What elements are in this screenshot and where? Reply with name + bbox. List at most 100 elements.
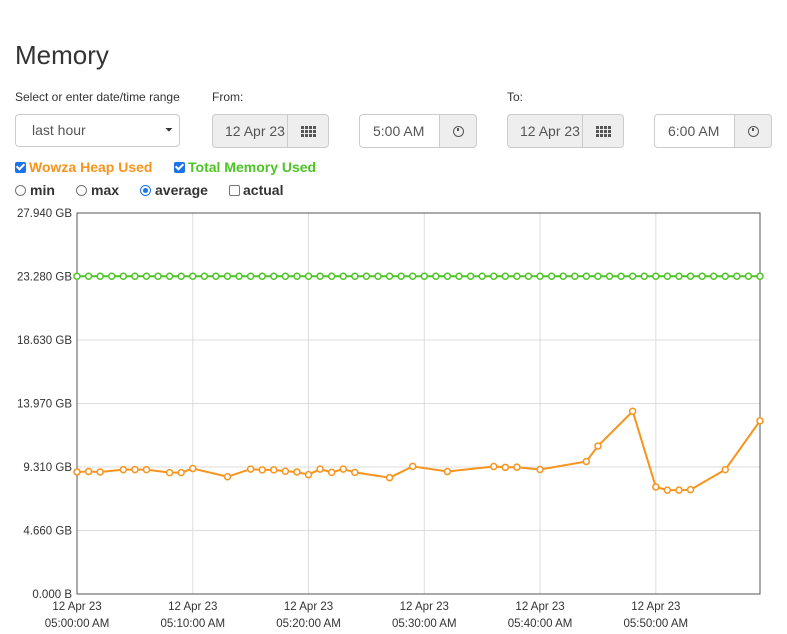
toggle-wowza-heap[interactable]: Wowza Heap Used	[15, 159, 152, 175]
point-total-memory-used	[362, 272, 371, 281]
point-wowza-heap-used	[489, 462, 498, 471]
point-wowza-heap-used	[189, 464, 197, 473]
point-total-memory-used	[351, 272, 359, 281]
y-tick-label: 27.940 GB	[17, 208, 72, 220]
point-wowza-heap-used	[142, 465, 151, 474]
point-total-memory-used	[478, 272, 486, 281]
point-wowza-heap-used	[628, 407, 637, 416]
point-total-memory-used	[131, 272, 139, 281]
point-total-memory-used	[304, 272, 313, 281]
point-wowza-heap-used	[246, 465, 255, 473]
x-tick-time: 05:30:00 AM	[392, 618, 457, 630]
to-calendar-button[interactable]	[582, 114, 624, 148]
point-total-memory-used	[420, 272, 429, 281]
point-wowza-heap-used	[513, 463, 521, 471]
point-total-memory-used	[281, 272, 290, 281]
range-select[interactable]: last hour ⏷	[15, 114, 180, 147]
mode-max[interactable]: max	[76, 182, 119, 198]
point-total-memory-used	[385, 272, 394, 281]
point-total-memory-used	[246, 272, 255, 281]
point-total-memory-used	[571, 272, 579, 281]
point-total-memory-used	[652, 272, 660, 281]
to-time-input[interactable]: 6:00 AM	[654, 114, 735, 148]
point-wowza-heap-used	[131, 465, 139, 474]
mode-average[interactable]: average	[140, 182, 208, 198]
point-total-memory-used	[73, 272, 81, 281]
total-memory-checkbox[interactable]	[174, 161, 185, 173]
range-label: Select or enter date/time range	[15, 90, 180, 104]
x-tick-time: 05:40:00 AM	[508, 618, 573, 630]
point-total-memory-used	[756, 272, 764, 281]
point-total-memory-used	[107, 272, 116, 281]
point-total-memory-used	[327, 272, 336, 281]
point-wowza-heap-used	[501, 463, 510, 472]
point-wowza-heap-used	[327, 468, 336, 477]
max-radio[interactable]	[76, 184, 87, 196]
point-wowza-heap-used	[663, 486, 672, 494]
clock-icon	[452, 125, 464, 137]
page-title: Memory	[15, 40, 109, 70]
mode-actual[interactable]: actual	[229, 182, 283, 198]
range-select-value: last hour	[32, 122, 86, 138]
point-total-memory-used	[200, 272, 209, 281]
point-total-memory-used	[501, 272, 510, 281]
point-total-memory-used	[605, 272, 614, 281]
from-label: From:	[212, 90, 244, 104]
y-tick-label: 18.630 GB	[17, 335, 72, 347]
point-total-memory-used	[84, 272, 93, 281]
min-label: min	[30, 182, 55, 198]
point-wowza-heap-used	[351, 468, 359, 477]
min-radio[interactable]	[15, 184, 26, 196]
point-wowza-heap-used	[652, 483, 660, 491]
point-total-memory-used	[698, 272, 706, 281]
point-total-memory-used	[235, 272, 243, 281]
to-label: To:	[507, 90, 524, 104]
to-clock-button[interactable]	[734, 114, 772, 148]
point-total-memory-used	[142, 272, 151, 281]
calendar-icon	[595, 125, 611, 137]
x-tick-date: 12 Apr 23	[284, 601, 333, 613]
point-wowza-heap-used	[408, 462, 417, 471]
x-tick-time: 05:20:00 AM	[276, 618, 341, 630]
point-wowza-heap-used	[385, 473, 394, 482]
to-date-input[interactable]: 12 Apr 23	[507, 114, 583, 148]
point-total-memory-used	[628, 272, 637, 281]
point-total-memory-used	[663, 272, 672, 281]
point-total-memory-used	[513, 272, 521, 281]
from-time-input[interactable]: 5:00 AM	[359, 114, 440, 148]
point-total-memory-used	[536, 272, 544, 281]
calendar-icon	[300, 125, 316, 137]
point-total-memory-used	[293, 272, 301, 281]
max-label: max	[91, 182, 120, 198]
point-total-memory-used	[547, 272, 556, 281]
point-wowza-heap-used	[96, 468, 104, 476]
mode-min[interactable]: min	[15, 182, 55, 198]
toggle-total-memory[interactable]: Total Memory Used	[174, 159, 316, 175]
wowza-heap-checkbox[interactable]	[15, 161, 26, 173]
point-wowza-heap-used	[177, 468, 185, 477]
x-tick-date: 12 Apr 23	[515, 601, 564, 613]
y-tick-label: 9.310 GB	[23, 462, 72, 474]
point-total-memory-used	[721, 272, 730, 281]
point-wowza-heap-used	[258, 466, 266, 474]
point-wowza-heap-used	[223, 472, 232, 481]
series-line-wowza-heap-used	[76, 409, 761, 492]
from-clock-button[interactable]	[439, 114, 477, 148]
point-total-memory-used	[408, 272, 417, 281]
point-wowza-heap-used	[270, 466, 278, 474]
actual-checkbox[interactable]	[229, 184, 240, 196]
x-tick-date: 12 Apr 23	[52, 601, 101, 613]
y-tick-label: 13.970 GB	[17, 399, 72, 411]
from-calendar-button[interactable]	[287, 114, 329, 148]
point-wowza-heap-used	[339, 465, 348, 473]
point-wowza-heap-used	[675, 486, 683, 494]
point-total-memory-used	[189, 272, 197, 281]
average-radio[interactable]	[140, 184, 151, 196]
point-wowza-heap-used	[536, 465, 544, 474]
point-total-memory-used	[432, 272, 440, 281]
from-date-input[interactable]: 12 Apr 23	[212, 114, 288, 148]
point-total-memory-used	[258, 272, 266, 281]
point-wowza-heap-used	[304, 470, 313, 479]
point-total-memory-used	[177, 272, 185, 281]
y-tick-label: 23.280 GB	[17, 272, 72, 284]
